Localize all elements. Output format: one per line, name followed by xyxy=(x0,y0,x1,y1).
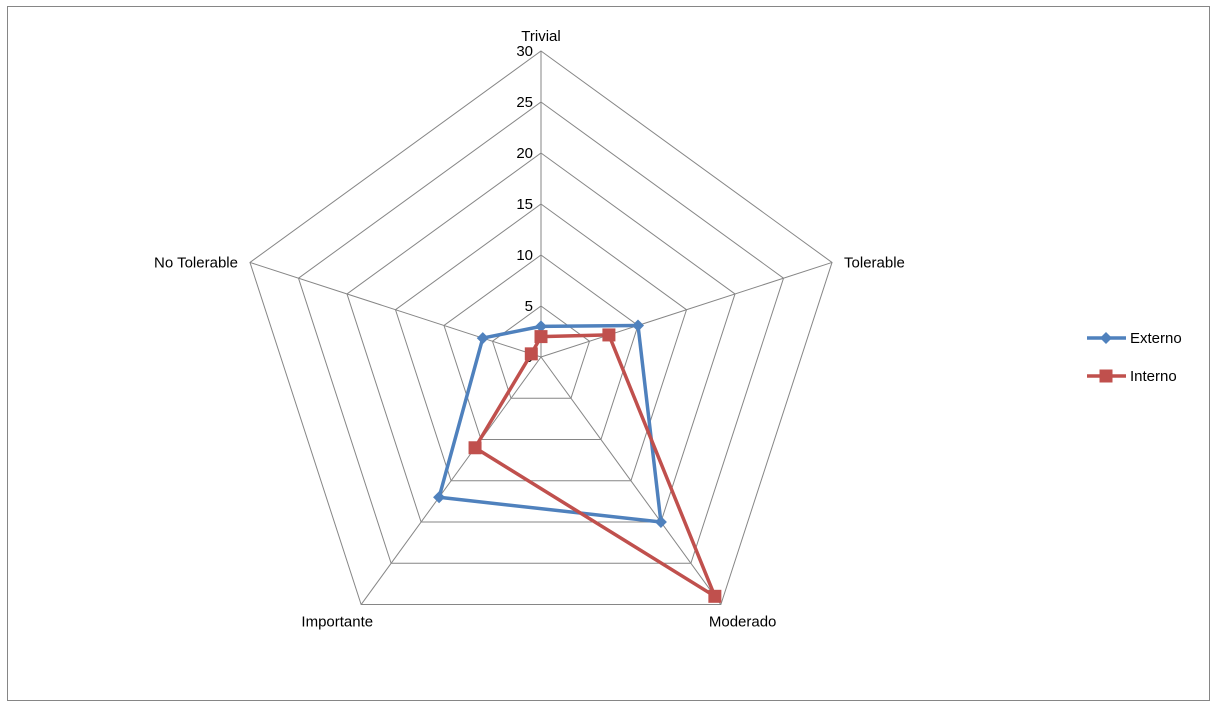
grid-ring xyxy=(394,203,688,482)
radar-grid xyxy=(249,50,833,606)
legend-label: Externo xyxy=(1130,330,1182,347)
legend-item-externo: Externo xyxy=(1087,330,1182,347)
tick-label: 25 xyxy=(516,94,533,111)
tick-label: 5 xyxy=(525,298,533,315)
category-labels: Trivial Tolerable Moderado Importante No Tol… xyxy=(154,28,905,631)
axis-spoke xyxy=(540,261,833,358)
data-point xyxy=(654,516,667,529)
data-point xyxy=(708,589,722,603)
data-point xyxy=(602,328,616,342)
legend: Externo Interno xyxy=(1087,330,1182,385)
grid-ring xyxy=(443,254,639,441)
legend-marker xyxy=(1100,332,1112,344)
data-point xyxy=(433,491,446,504)
category-label: Moderado xyxy=(709,614,777,631)
data-point xyxy=(476,332,489,345)
data-point xyxy=(535,320,547,333)
category-label: Importante xyxy=(301,614,373,631)
grid-ring xyxy=(297,101,785,564)
legend-label: Interno xyxy=(1130,368,1177,385)
category-label: No Tolerable xyxy=(154,254,238,271)
category-label: Trivial xyxy=(521,28,560,45)
tick-label: 30 xyxy=(516,43,533,60)
legend-item-interno: Interno xyxy=(1087,368,1177,385)
data-point xyxy=(468,441,482,455)
series-externo xyxy=(433,319,667,529)
data-point xyxy=(534,330,548,344)
data-point xyxy=(632,319,645,332)
series-line xyxy=(437,323,663,524)
category-label: Tolerable xyxy=(844,254,905,271)
series-layer xyxy=(433,319,722,603)
radial-tick-labels: 051015202530 xyxy=(516,43,533,366)
axis-spoke xyxy=(540,356,722,605)
tick-label: 10 xyxy=(516,247,533,264)
axis-spoke xyxy=(360,356,542,605)
tick-label: 20 xyxy=(516,145,533,162)
data-point xyxy=(524,347,538,361)
chart-frame xyxy=(7,6,1210,701)
grid-ring xyxy=(249,50,833,606)
axis-spoke xyxy=(249,261,542,358)
grid-ring xyxy=(346,152,736,523)
series-interno xyxy=(468,328,722,603)
tick-label: 15 xyxy=(516,196,533,213)
legend-marker xyxy=(1099,369,1113,383)
